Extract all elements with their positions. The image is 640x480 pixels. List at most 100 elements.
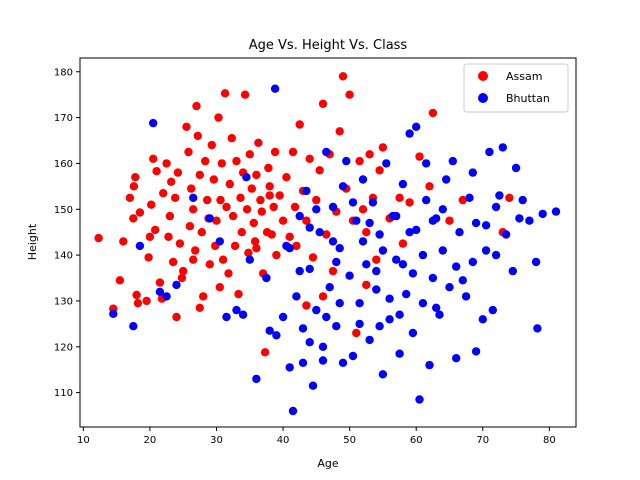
point-assam-67 — [240, 90, 250, 99]
point-bhuttan-107 — [412, 225, 421, 235]
point-assam-76 — [256, 195, 265, 205]
y-tick-label-160: 160 — [54, 159, 73, 170]
point-bhuttan-45 — [362, 260, 371, 269]
point-assam-104 — [328, 266, 338, 276]
point-bhuttan-26 — [298, 358, 308, 367]
point-assam-8 — [132, 290, 141, 300]
point-assam-121 — [395, 193, 404, 202]
point-assam-61 — [230, 241, 240, 251]
point-bhuttan-112 — [365, 218, 374, 228]
point-bhuttan-130 — [305, 338, 314, 347]
point-bhuttan-89 — [531, 257, 541, 267]
point-bhuttan-123 — [418, 299, 428, 308]
point-bhuttan-25 — [295, 211, 304, 221]
point-assam-126 — [428, 108, 438, 118]
point-assam-57 — [224, 269, 233, 278]
point-assam-113 — [358, 205, 368, 214]
point-assam-59 — [227, 134, 236, 143]
point-assam-35 — [187, 184, 196, 193]
point-bhuttan-86 — [511, 163, 521, 173]
point-bhuttan-61 — [415, 395, 424, 404]
point-assam-65 — [237, 228, 246, 237]
point-assam-41 — [197, 228, 206, 237]
point-assam-2 — [115, 276, 125, 285]
point-bhuttan-24 — [292, 292, 301, 301]
point-bhuttan-42 — [352, 216, 361, 225]
point-bhuttan-50 — [378, 370, 388, 379]
point-assam-36 — [189, 205, 198, 214]
point-bhuttan-105 — [318, 342, 328, 351]
point-assam-31 — [179, 266, 188, 276]
point-assam-124 — [415, 152, 424, 161]
point-bhuttan-74 — [465, 193, 474, 202]
y-tick-label-150: 150 — [54, 205, 73, 216]
point-assam-18 — [155, 278, 165, 287]
point-assam-87 — [275, 191, 284, 200]
point-bhuttan-127 — [355, 319, 364, 329]
point-assam-51 — [214, 113, 223, 122]
point-assam-39 — [193, 131, 202, 141]
point-bhuttan-90 — [533, 324, 542, 333]
point-assam-75 — [254, 138, 263, 147]
point-assam-11 — [142, 296, 151, 306]
point-assam-34 — [185, 222, 195, 231]
x-axis-label: Age — [317, 457, 339, 470]
point-assam-54 — [218, 255, 228, 264]
point-bhuttan-37 — [335, 244, 344, 253]
point-bhuttan-120 — [458, 276, 467, 285]
x-tick-label-10: 10 — [77, 435, 90, 446]
point-bhuttan-131 — [298, 324, 308, 333]
point-bhuttan-2 — [135, 241, 145, 251]
point-assam-92 — [290, 202, 300, 212]
legend-marker-assam — [478, 71, 488, 81]
point-assam-21 — [162, 159, 171, 168]
point-assam-46 — [205, 260, 214, 269]
point-assam-106 — [335, 127, 344, 136]
point-assam-135 — [215, 283, 224, 292]
point-assam-38 — [192, 101, 201, 111]
point-assam-55 — [220, 89, 230, 98]
point-assam-12 — [144, 253, 153, 262]
point-bhuttan-31 — [315, 228, 324, 237]
x-axis: 10 20 30 40 50 60 70 80 — [77, 427, 556, 446]
plot-frame — [79, 57, 577, 428]
x-tick-label-80: 80 — [543, 435, 556, 446]
point-assam-117 — [372, 255, 381, 264]
point-bhuttan-118 — [295, 266, 304, 276]
point-bhuttan-67 — [435, 310, 444, 319]
point-bhuttan-68 — [438, 246, 447, 255]
point-assam-30 — [177, 273, 187, 283]
point-bhuttan-22 — [285, 363, 294, 372]
point-assam-96 — [302, 216, 311, 225]
point-assam-119 — [378, 143, 388, 152]
point-assam-69 — [244, 248, 253, 257]
point-assam-128 — [458, 195, 467, 205]
point-bhuttan-84 — [501, 230, 511, 239]
point-assam-112 — [355, 156, 364, 166]
point-assam-90 — [285, 232, 294, 241]
point-bhuttan-85 — [508, 266, 517, 276]
point-bhuttan-41 — [348, 351, 358, 361]
point-bhuttan-3 — [149, 118, 158, 128]
point-bhuttan-46 — [365, 335, 374, 345]
point-assam-100 — [315, 166, 324, 175]
point-bhuttan-124 — [408, 269, 418, 278]
point-assam-122 — [398, 239, 408, 248]
y-tick-label-110: 110 — [54, 388, 73, 399]
point-assam-29 — [175, 239, 185, 248]
point-bhuttan-78 — [481, 221, 491, 230]
point-bhuttan-48 — [372, 285, 381, 294]
point-bhuttan-100 — [452, 262, 461, 271]
point-bhuttan-111 — [378, 246, 388, 255]
point-bhuttan-60 — [412, 122, 421, 131]
y-tick-label-140: 140 — [54, 251, 73, 262]
point-bhuttan-55 — [395, 349, 404, 358]
point-assam-50 — [212, 216, 221, 225]
point-bhuttan-106 — [392, 211, 401, 221]
point-bhuttan-121 — [468, 168, 477, 177]
point-assam-43 — [201, 156, 210, 166]
point-assam-77 — [257, 207, 266, 216]
point-bhuttan-57 — [402, 289, 411, 299]
point-bhuttan-52 — [385, 315, 394, 324]
